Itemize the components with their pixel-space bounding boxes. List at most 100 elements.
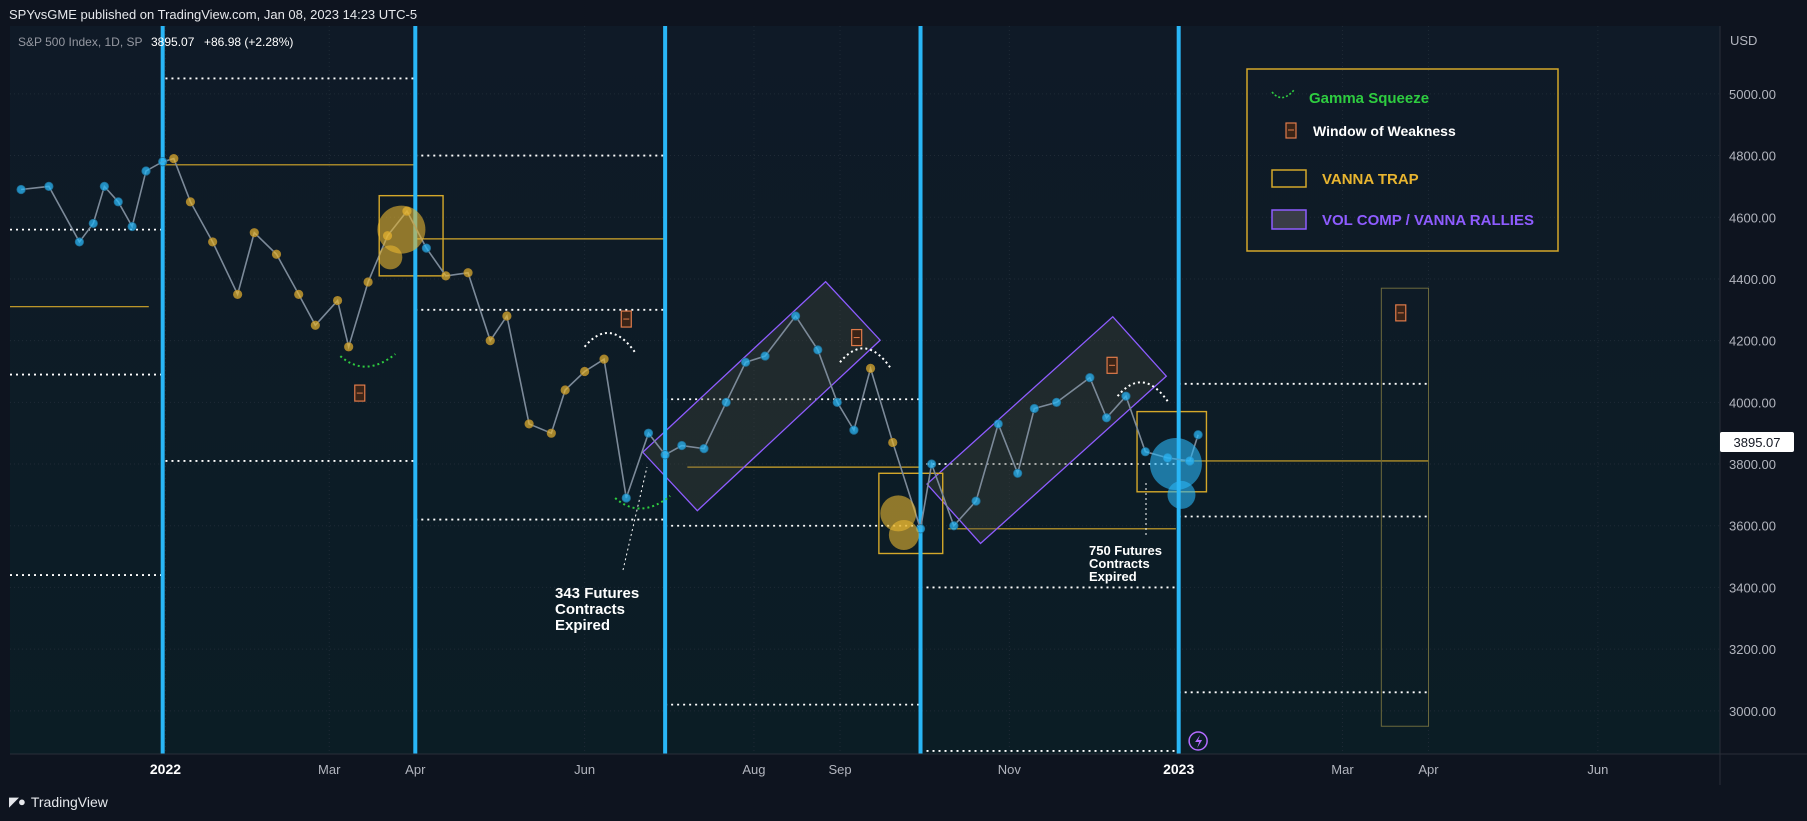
price-point <box>621 493 631 503</box>
price-point <box>760 351 770 361</box>
annotation-decor <box>339 304 1407 751</box>
y-axis: 5000.00 4800.00 4600.00 4400.00 4200.00 4000.… <box>1729 87 1776 719</box>
price-point <box>1051 397 1062 407</box>
annotation-343-line-1: 343 Futures <box>555 585 639 602</box>
window-of-weakness-icon <box>1285 122 1297 139</box>
price-point <box>865 363 876 374</box>
price-point <box>849 425 859 435</box>
price-point <box>158 157 168 167</box>
price-point <box>44 181 54 192</box>
price-point <box>127 221 137 232</box>
gamma-squeeze-arc <box>339 353 396 368</box>
annotation-750-line-2: Contracts <box>1089 556 1150 571</box>
price-point <box>699 444 709 454</box>
legend-vanna-trap: VANNA TRAP <box>1322 171 1419 188</box>
price-point <box>643 428 654 438</box>
price-point <box>580 366 590 377</box>
y-tick-label: 5000.00 <box>1729 87 1776 102</box>
expiry-markers <box>160 26 1181 754</box>
price-point <box>1029 403 1039 414</box>
price-point <box>332 295 343 306</box>
vanna-trap-box-2 <box>878 472 944 555</box>
price-point <box>141 166 151 176</box>
y-tick-label: 3600.00 <box>1729 519 1776 534</box>
price-point <box>1121 391 1131 401</box>
y-tick-label: 4200.00 <box>1729 334 1776 349</box>
price-point <box>502 311 512 321</box>
symbol-legend[interactable]: S&P 500 Index, 1D, SP 3895.07 +86.98 (+2… <box>18 35 293 49</box>
y-tick-label: 3800.00 <box>1729 457 1776 472</box>
x-tick-label: Mar <box>318 762 341 777</box>
price-point <box>971 496 981 506</box>
price-point <box>832 397 842 407</box>
y-tick-label: 3200.00 <box>1729 642 1776 657</box>
price-point <box>813 345 823 355</box>
gamma-squeeze-swatch-icon <box>1271 89 1295 99</box>
publish-line: SPYvsGME published on TradingView.com, J… <box>9 7 418 22</box>
price-point <box>560 385 570 395</box>
x-tick-label: 2023 <box>1163 761 1194 777</box>
legend-vol-comp: VOL COMP / VANNA RALLIES <box>1322 212 1534 229</box>
x-tick-label: Sep <box>828 762 851 777</box>
bubble-mark <box>1149 438 1202 491</box>
rally-arc <box>839 347 891 368</box>
y-tick-label: 4400.00 <box>1729 272 1776 287</box>
annotation-750-line-3: Expired <box>1089 569 1137 584</box>
x-tick-label: Nov <box>998 762 1022 777</box>
price-point <box>1193 430 1203 440</box>
vol-comp-swatch <box>1271 209 1307 230</box>
price-point <box>741 357 751 367</box>
price-point <box>233 289 243 299</box>
price-point <box>74 237 84 247</box>
x-tick-label: Jun <box>1587 762 1608 777</box>
price-point <box>993 419 1003 429</box>
legend-window-of-weakness: Window of Weakness <box>1313 123 1456 139</box>
annotation-343-line-2: Contracts <box>555 601 625 618</box>
price-point <box>660 450 670 460</box>
price-point <box>524 419 534 429</box>
price-point <box>310 320 320 330</box>
y-tick-label: 3000.00 <box>1729 704 1776 719</box>
footer: ◤● TradingView <box>9 794 108 810</box>
event-flag-bolt-icon <box>1195 735 1203 748</box>
price-point <box>294 289 304 299</box>
bubble-mark <box>888 519 919 550</box>
price-point <box>99 181 109 192</box>
price-point <box>888 437 898 448</box>
annotation-750-line-1: 750 Futures <box>1089 543 1162 558</box>
price-point <box>88 218 98 229</box>
price-point <box>441 271 451 281</box>
price-point <box>271 249 282 259</box>
rally-arc <box>1116 381 1169 402</box>
price-point <box>16 184 26 195</box>
x-tick-label: Apr <box>405 762 426 777</box>
legend-gamma-squeeze: Gamma Squeeze <box>1309 90 1429 107</box>
vanna-trap-swatch <box>1271 169 1307 188</box>
event-flag-icon <box>1188 731 1208 751</box>
last-price-tag-text: 3895.07 <box>1734 435 1781 450</box>
x-tick-label: Mar <box>1331 762 1354 777</box>
price-point <box>1101 413 1112 423</box>
price-point <box>485 336 495 346</box>
price-point <box>1013 468 1023 478</box>
x-tick-label: Jun <box>574 762 595 777</box>
price-point <box>791 311 801 321</box>
chart-legend: Gamma Squeeze Window of Weakness VANNA T… <box>1246 68 1559 252</box>
price-point <box>249 228 259 238</box>
tradingview-logo-icon: ◤● <box>9 794 26 809</box>
price-point <box>344 342 354 352</box>
last-price-label: 3895.07 <box>151 35 195 49</box>
price-point <box>949 521 959 531</box>
price-point <box>1085 373 1095 383</box>
x-tick-label: Apr <box>1418 762 1439 777</box>
price-point <box>169 154 179 164</box>
price-point <box>599 354 609 364</box>
bubble-mark <box>378 245 403 270</box>
price-point <box>927 459 937 469</box>
y-tick-label: 4600.00 <box>1729 210 1776 225</box>
annotation-343-line-3: Expired <box>555 617 610 634</box>
legend-frame <box>1246 68 1559 252</box>
annotation-343: 343 Futures Contracts Expired <box>555 585 639 634</box>
x-tick-label: Aug <box>742 762 765 777</box>
